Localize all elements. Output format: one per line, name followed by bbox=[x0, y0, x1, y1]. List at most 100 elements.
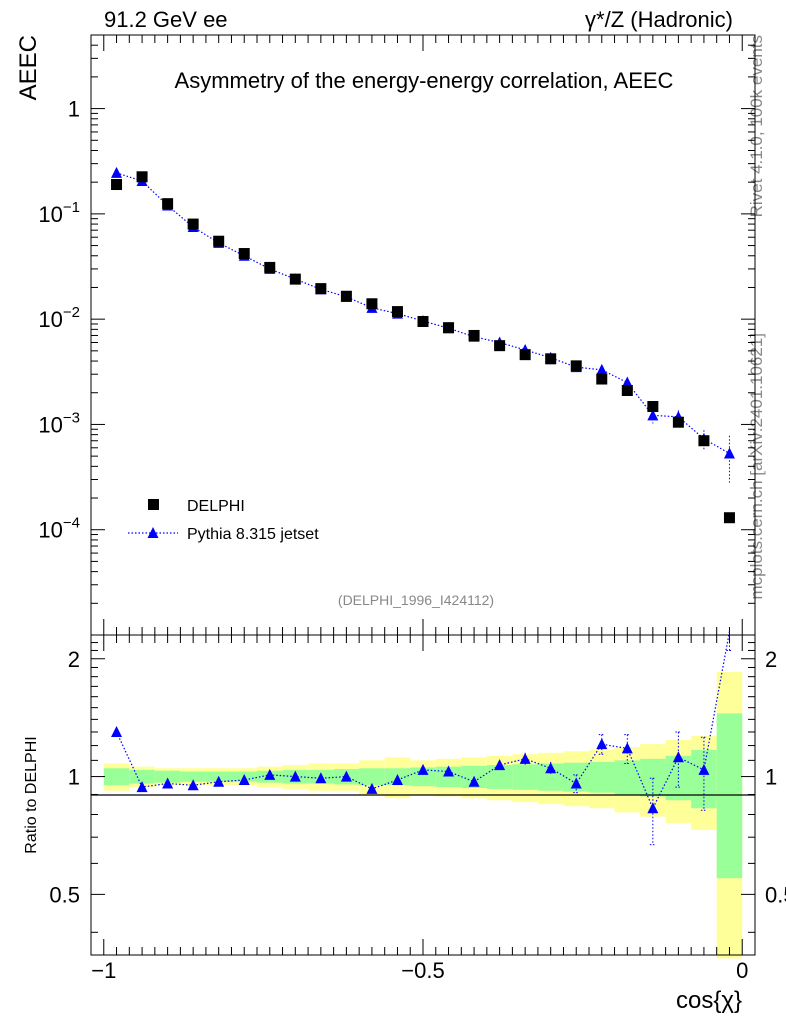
ratio-point bbox=[187, 779, 199, 791]
ratio-point bbox=[698, 763, 710, 775]
y-tick-label-exponent: −1 bbox=[63, 199, 80, 216]
legend-data-label: DELPHI bbox=[187, 498, 245, 515]
x-tick-label: −0.5 bbox=[401, 958, 444, 983]
ratio-band-inner bbox=[410, 767, 436, 787]
data-point bbox=[519, 349, 531, 361]
ratio-point bbox=[596, 738, 608, 750]
y-tick-label-base: 10 bbox=[38, 412, 62, 437]
ratio-point bbox=[238, 773, 250, 785]
process-symbol: γ*/Z bbox=[585, 7, 624, 32]
y-tick-label-exponent: −4 bbox=[63, 515, 80, 532]
ratio-band-inner bbox=[435, 766, 462, 788]
ratio-band-inner bbox=[589, 761, 615, 793]
data-point bbox=[698, 435, 710, 447]
y-tick-label: 1 bbox=[68, 97, 80, 122]
ratio-uncertainty-bands bbox=[103, 672, 743, 959]
ratio-band-inner bbox=[614, 760, 641, 795]
data-point bbox=[213, 235, 225, 247]
ratio-y-tick-label-right: 2 bbox=[765, 647, 777, 672]
mcplots-label: mcplots.cern.ch [arXiv:2401.10621] bbox=[747, 333, 766, 599]
ratio-frame bbox=[90, 634, 756, 956]
legend-mc-marker bbox=[147, 527, 159, 538]
ratio-point bbox=[391, 773, 403, 785]
data-point bbox=[162, 198, 174, 210]
ratio-point bbox=[570, 777, 582, 789]
ratio-point bbox=[545, 762, 557, 774]
data-point bbox=[289, 273, 301, 285]
main-frame bbox=[90, 34, 756, 636]
legend-data-marker bbox=[148, 499, 159, 510]
ratio-point bbox=[443, 765, 455, 777]
data-point bbox=[647, 401, 659, 413]
ratio-band-inner bbox=[103, 768, 130, 786]
ratio-point bbox=[111, 725, 123, 737]
ratio-y-tick-label-right: 1 bbox=[765, 765, 777, 790]
data-point bbox=[391, 306, 403, 318]
y-tick-label: 10−3 bbox=[38, 409, 80, 437]
ratio-point bbox=[340, 770, 352, 782]
mc-line bbox=[116, 172, 730, 454]
y-tick-label-base: 10 bbox=[38, 518, 62, 543]
data-point bbox=[443, 322, 455, 334]
data-point bbox=[136, 171, 148, 183]
y-tick-label-exponent: −2 bbox=[63, 304, 80, 321]
ratio-band-inner bbox=[716, 713, 743, 879]
data-point bbox=[340, 290, 352, 302]
data-point bbox=[187, 218, 199, 230]
ratio-band-inner bbox=[180, 771, 206, 782]
data-point bbox=[264, 261, 276, 273]
data-point bbox=[570, 360, 582, 372]
y-tick-label-base: 10 bbox=[38, 202, 62, 227]
x-tick-label: −1 bbox=[91, 958, 116, 983]
ratio-point bbox=[519, 752, 531, 764]
data-point bbox=[111, 179, 123, 191]
mc-point bbox=[111, 166, 123, 178]
ratio-y-tick-label-right: 0.5 bbox=[765, 882, 786, 907]
main-panel: 110−110−210−310−4 Asymmetry of the energ… bbox=[15, 34, 756, 636]
main-x-axis-ticks bbox=[103, 35, 743, 635]
ratio-y-tick-label-left: 1 bbox=[68, 765, 80, 790]
data-series bbox=[111, 171, 735, 524]
data-point bbox=[366, 298, 378, 310]
ratio-panel: 2 2 1 1 0.5 0.5 −1 −0.5 0 Ratio to DELPHI cos{χ… bbox=[23, 631, 786, 1014]
plot-title: Asymmetry of the energy-energy correlati… bbox=[175, 68, 674, 93]
analysis-id: (DELPHI_1996_I424112) bbox=[338, 592, 494, 608]
data-point bbox=[672, 416, 684, 428]
ratio-point bbox=[136, 781, 148, 793]
main-y-axis-ticks: 110−110−210−310−4 bbox=[38, 34, 755, 636]
data-point bbox=[545, 353, 557, 365]
legend: DELPHI Pythia 8.315 jetset bbox=[128, 498, 319, 543]
ratio-point bbox=[162, 777, 174, 789]
ratio-band-inner bbox=[486, 765, 513, 789]
mc-point bbox=[621, 376, 633, 388]
ratio-y-tick-label-left: 2 bbox=[68, 647, 80, 672]
ratio-series bbox=[111, 631, 733, 846]
data-point bbox=[315, 283, 327, 295]
ratio-y-axis-ticks: 2 2 1 1 0.5 0.5 bbox=[49, 642, 786, 933]
ratio-point bbox=[672, 751, 684, 763]
mc-point bbox=[596, 363, 608, 375]
ratio-point bbox=[213, 775, 225, 787]
ratio-point bbox=[468, 775, 480, 787]
ratio-point bbox=[315, 772, 327, 784]
y-tick-label: 10−1 bbox=[38, 199, 80, 227]
ratio-y-tick-label-left: 0.5 bbox=[49, 882, 80, 907]
ratio-point bbox=[417, 763, 429, 775]
ratio-y-axis-label: Ratio to DELPHI bbox=[23, 736, 40, 853]
y-tick-label-exponent: −3 bbox=[63, 409, 80, 426]
data-point bbox=[417, 315, 429, 327]
ratio-band-inner bbox=[512, 764, 538, 790]
ratio-band-inner bbox=[359, 768, 385, 786]
data-point bbox=[238, 248, 250, 260]
ratio-point bbox=[621, 742, 633, 754]
legend-mc-label: Pythia 8.315 jetset bbox=[187, 526, 319, 543]
ratio-x-axis-ticks: −1 −0.5 0 bbox=[91, 635, 748, 983]
ratio-band-inner bbox=[640, 758, 666, 797]
x-axis-label: cos{χ} bbox=[676, 987, 742, 1014]
ratio-band-inner bbox=[154, 770, 181, 783]
rivet-version-label: Rivet 4.1.0, 100k events bbox=[747, 35, 766, 217]
data-point bbox=[621, 385, 633, 397]
ratio-point bbox=[647, 802, 659, 814]
ratio-point bbox=[366, 782, 378, 794]
